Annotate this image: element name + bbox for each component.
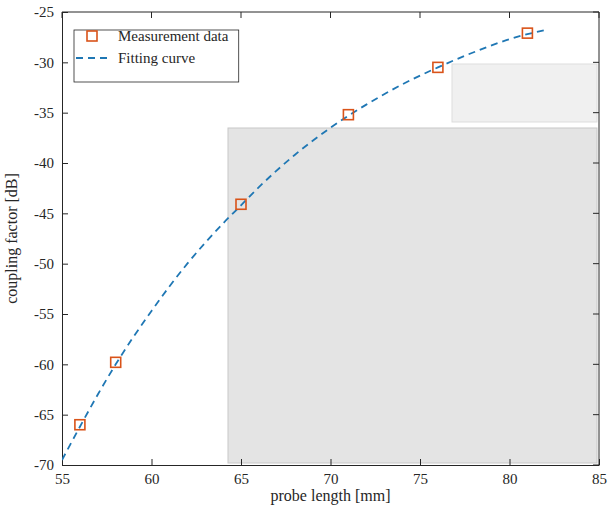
- x-tick-mark: [331, 459, 332, 465]
- y-tick-label: -25: [34, 4, 54, 20]
- data-point: [522, 28, 532, 38]
- x-tick-label: 70: [324, 471, 339, 487]
- plot: 55 60 65 70 75 80 85 -70 -65 -60 -55 -50 -45 -40 -35 -3…: [34, 4, 607, 486]
- x-tick-mark-top: [62, 12, 63, 18]
- y-tick-label: -50: [34, 256, 54, 272]
- y-tick-mark-right: [593, 62, 599, 63]
- data-point: [236, 199, 246, 209]
- y-tick-mark-right: [593, 12, 599, 13]
- y-tick: -40: [34, 155, 68, 171]
- legend-swatch: [87, 31, 97, 41]
- x-tick: 65: [234, 459, 249, 487]
- y-tick: -60: [34, 357, 68, 373]
- y-tick-mark-right: [593, 364, 599, 365]
- legend-label: Measurement data: [118, 28, 229, 44]
- legend-entry: Fitting curve: [76, 50, 195, 66]
- y-tick-mark: [62, 465, 68, 466]
- x-axis: 55 60 65 70 75 80 85: [55, 459, 607, 487]
- x-tick: 70: [324, 459, 339, 487]
- data-point: [343, 110, 353, 120]
- x-tick-mark: [152, 459, 153, 465]
- legend-swatch: [76, 57, 108, 59]
- y-axis-line: [62, 13, 63, 466]
- y-tick-mark: [62, 213, 68, 214]
- y-tick: -50: [34, 256, 68, 272]
- x-tick-label: 55: [55, 471, 70, 487]
- y-tick-mark: [62, 163, 68, 164]
- x-tick-label: 80: [503, 471, 518, 487]
- x-tick: 60: [145, 459, 160, 487]
- photo-inset: [228, 64, 597, 463]
- x-tick: 75: [413, 459, 428, 487]
- y-tick-label: -70: [34, 457, 54, 473]
- y-tick-mark: [62, 364, 68, 365]
- x-tick-mark: [420, 459, 421, 465]
- y-tick-label: -30: [34, 55, 54, 71]
- legend-label: Fitting curve: [118, 50, 195, 66]
- y-tick: -45: [34, 206, 68, 222]
- x-tick-mark-top: [599, 12, 600, 18]
- y-tick: -35: [34, 105, 68, 121]
- y-tick-mark: [62, 415, 68, 416]
- x-tick-label: 60: [145, 471, 160, 487]
- y-axis: -70 -65 -60 -55 -50 -45 -40 -35 -30 -25: [34, 4, 68, 473]
- y-tick-label: -45: [34, 206, 54, 222]
- marks: [62, 28, 545, 460]
- fit-line: [62, 30, 545, 460]
- probe-photo-placeholder: [452, 64, 597, 122]
- data-point: [75, 420, 85, 430]
- data-point: [111, 357, 121, 367]
- y-tick-mark: [62, 62, 68, 63]
- y-tick-label: -35: [34, 105, 54, 121]
- frame-right: [599, 12, 600, 465]
- frame: [62, 12, 599, 465]
- y-tick-mark-right: [593, 263, 599, 264]
- x-tick-mark-top: [509, 12, 510, 18]
- y-tick-mark-right: [593, 112, 599, 113]
- y-tick-label: -55: [34, 306, 54, 322]
- y-tick: -30: [34, 55, 68, 71]
- y-tick-label: -60: [34, 357, 54, 373]
- x-axis-line: [63, 465, 600, 466]
- data-point: [433, 62, 443, 72]
- y-tick-mark: [62, 113, 68, 114]
- x-tick-mark: [241, 459, 242, 465]
- y-tick-mark-right: [593, 314, 599, 315]
- y-tick-label: -40: [34, 155, 54, 171]
- legend-entry: Measurement data: [87, 28, 229, 44]
- y-tick-mark-right: [593, 213, 599, 214]
- x-tick-mark-top: [241, 12, 242, 18]
- photo-placeholder: [228, 128, 597, 463]
- x-tick-mark-top: [151, 12, 152, 18]
- chart: 55 60 65 70 75 80 85 -70 -65 -60 -55 -50 -45 -40 -35 -3…: [0, 0, 613, 507]
- x-tick-mark: [510, 459, 511, 465]
- y-tick-mark-right: [593, 414, 599, 415]
- x-tick-label: 85: [592, 471, 607, 487]
- x-tick-label: 65: [234, 471, 249, 487]
- x-tick: 80: [503, 459, 518, 487]
- x-tick-mark-top: [330, 12, 331, 18]
- y-tick-mark: [62, 264, 68, 265]
- y-tick-mark: [62, 314, 68, 315]
- legend: Measurement data Fitting curve: [74, 28, 239, 82]
- y-tick: -65: [34, 407, 68, 423]
- y-tick-mark-right: [593, 163, 599, 164]
- y-axis-title: coupling factor [dB]: [3, 173, 21, 304]
- y-tick-mark-right: [593, 465, 599, 466]
- x-axis-title: probe length [mm]: [271, 487, 391, 505]
- y-tick-label: -65: [34, 407, 54, 423]
- x-tick-label: 75: [413, 471, 428, 487]
- x-tick-mark-top: [420, 12, 421, 18]
- y-tick: -55: [34, 306, 68, 322]
